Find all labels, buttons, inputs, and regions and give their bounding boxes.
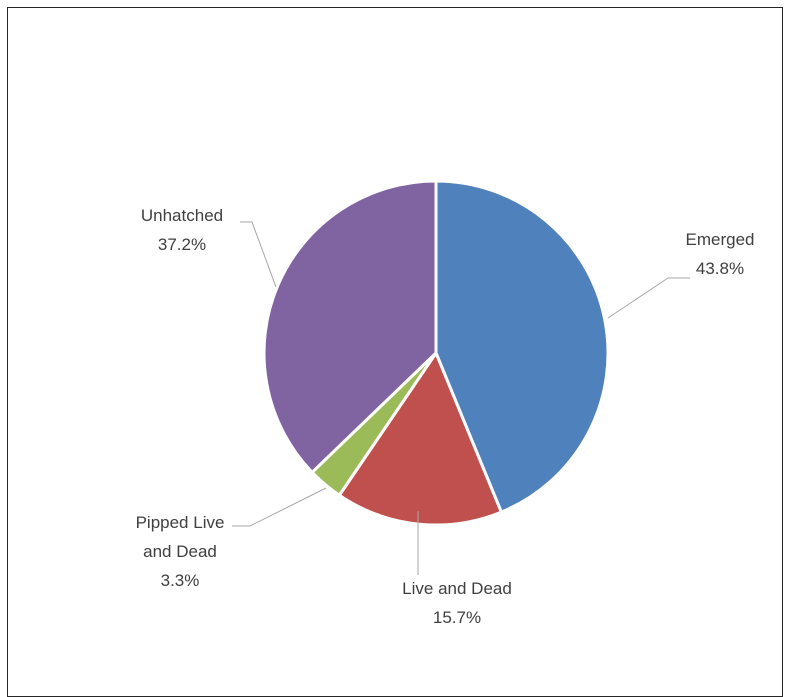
slice-label-emerged-pct: 43.8%	[696, 259, 744, 278]
leader-lines	[232, 221, 690, 575]
slice-label-unhatched-name: Unhatched	[141, 206, 223, 225]
leader-line-emerged	[607, 277, 690, 319]
pie-slice-unhatched	[262, 179, 438, 474]
slice-label-unhatched-pct: 37.2%	[158, 235, 206, 254]
slice-label-pipped-pct: 3.3%	[161, 571, 200, 590]
slice-label-pipped-line1: Pipped Live	[136, 513, 225, 532]
leader-line-pipped	[232, 487, 327, 527]
slice-label-live-dead-pct: 15.7%	[433, 608, 481, 627]
pie-slices	[262, 179, 610, 527]
leader-line-unhatched	[240, 221, 277, 288]
slice-label-emerged-name: Emerged	[686, 230, 755, 249]
slice-label-live-dead-name: Live and Dead	[402, 579, 512, 598]
slice-label-pipped-line2: and Dead	[143, 542, 217, 561]
pie-slice-emerged	[434, 179, 610, 514]
